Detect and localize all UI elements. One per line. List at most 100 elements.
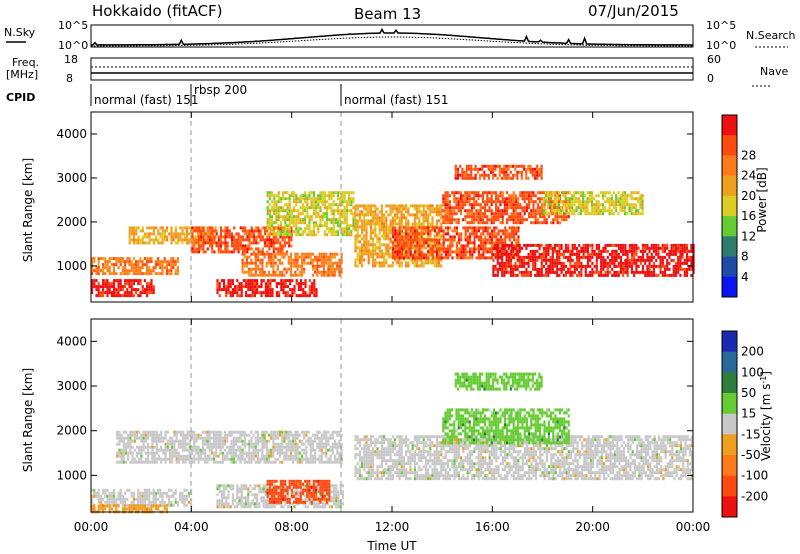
echo-cell [617,264,620,268]
echo-cell [297,227,300,231]
echo-cell [553,249,557,253]
echo-cell [139,238,142,242]
echo-cell [181,500,184,504]
echo-cell [646,243,649,247]
echo-cell [490,218,493,222]
echo-cell [532,206,535,210]
echo-cell [306,197,309,201]
echo-cell [376,234,379,238]
echo-cell [418,234,421,238]
echo-cell [110,257,113,261]
echo-cell [117,291,120,295]
echo-cell [97,491,100,495]
echo-cell [314,255,317,259]
echo-cell [199,457,202,461]
echo-cell [534,252,537,256]
echo-cell [252,229,256,233]
echo-cell [140,454,143,458]
echo-cell [500,170,504,174]
echo-cell [243,261,246,265]
echo-cell [480,253,483,257]
echo-cell [523,212,526,216]
echo-cell [683,261,686,265]
echo-cell [113,266,116,270]
echo-cell [286,279,289,283]
echo-cell [270,264,273,268]
echo-cell [435,219,438,223]
echo-cell [679,243,682,247]
echo-cell [321,197,324,201]
echo-cell [356,222,359,226]
date-title: 07/Jun/2015 [588,2,679,20]
echo-cell [473,194,476,198]
echo-cell [372,222,375,226]
echo-cell [659,246,662,250]
echo-cell [195,238,198,242]
echo-cell [208,442,211,446]
echo-cell [540,267,543,271]
echo-cell [162,436,165,440]
echo-cell [692,267,695,271]
echo-cell [483,176,486,180]
echo-cell [394,207,397,211]
echo-cell [488,232,491,236]
echo-cell [91,257,94,261]
echo-cell [218,288,221,292]
echo-cell [464,209,467,213]
echo-cell [333,252,337,256]
echo-cell [249,288,252,292]
echo-cell [170,226,173,230]
echo-cell [365,222,368,226]
echo-cell [142,445,145,449]
cpid-label: CPID [6,91,35,104]
echo-cell [157,232,160,236]
echo-cell [538,267,541,271]
echo-cell [177,451,180,455]
echo-cell [497,232,500,236]
echo-cell [523,264,526,268]
echo-cell [479,209,482,213]
echo-cell [204,448,207,452]
echo-cell [584,243,587,247]
echo-cell [507,255,510,259]
echo-cell [427,207,430,211]
echo-cell [104,494,107,498]
nsearch-tick-bottom: 10^0 [706,39,736,52]
echo-cell [317,215,320,219]
echo-cell [170,238,173,242]
echo-cell [270,241,273,245]
echo-cell [266,221,269,225]
echo-cell [422,219,425,223]
echo-cell [458,241,461,245]
echo-cell [124,451,128,455]
echo-cell [427,256,430,260]
echo-cell [475,229,478,233]
nsearch-curve [91,36,693,47]
echo-cell [506,203,509,207]
echo-cell [306,194,309,198]
echo-cell [234,291,237,295]
echo-cell [418,222,421,226]
echo-cell [173,454,176,458]
echo-cell [271,230,274,234]
echo-cell [118,460,121,464]
echo-cell [567,258,570,262]
echo-cell [608,191,611,195]
echo-cell [266,227,269,231]
echo-cell [152,494,155,498]
echo-cell [254,252,257,256]
echo-cell [358,225,361,229]
echo-cell [565,218,568,222]
echo-cell [274,273,277,277]
echo-cell [275,209,278,213]
echo-cell [348,200,351,204]
echo-cell [309,258,312,262]
echo-cell [117,285,120,289]
echo-cell [515,241,518,245]
echo-cell [655,249,658,253]
echo-cell [413,219,416,223]
echo-cell [233,247,236,251]
echo-cell [542,206,545,210]
echo-cell [623,200,627,204]
echo-cell [529,249,532,253]
